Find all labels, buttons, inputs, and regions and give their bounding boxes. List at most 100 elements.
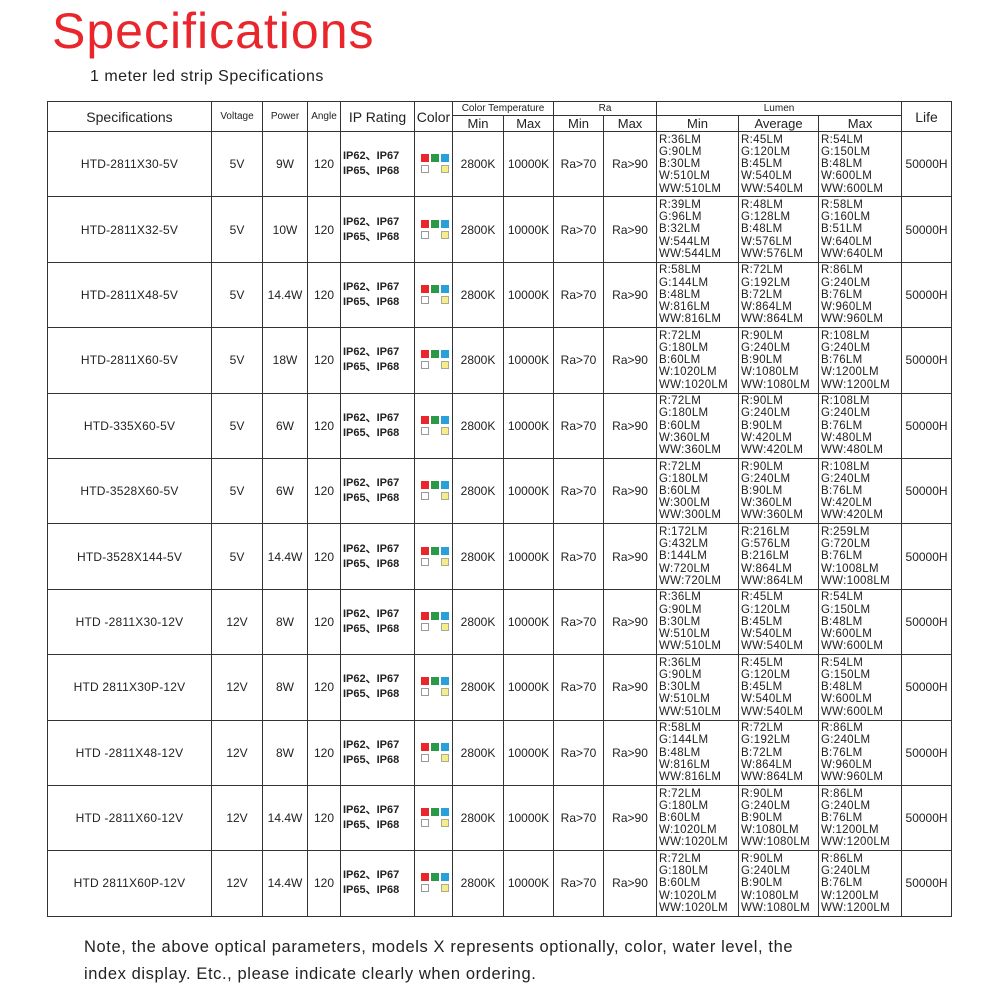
ip-line: IP65、IP68 xyxy=(343,230,400,243)
lumen-value: W:1020LM xyxy=(659,889,717,902)
green-swatch-icon xyxy=(431,742,439,751)
lumen-value: G:240LM xyxy=(821,799,871,812)
angle-cell: 120 xyxy=(307,196,341,263)
lumen-value: B:48LM xyxy=(821,615,863,628)
lumen-value: R:108LM xyxy=(821,329,870,342)
lumen-value: W:300LM xyxy=(659,497,711,510)
lumen-value: B:48LM xyxy=(821,158,863,171)
lumen-value: B:72LM xyxy=(741,746,783,759)
red-swatch-icon xyxy=(421,284,429,293)
ra-max-cell: Ra>90 xyxy=(603,457,658,525)
lumen-value: WW:1080LM xyxy=(741,836,810,849)
ip-line: IP62、IP67 xyxy=(343,150,400,163)
lumen-min-cell: R:36LM G:90LM B:30LM W:510LM WW:510LM xyxy=(656,130,740,198)
red-swatch-icon xyxy=(421,415,429,424)
lumen-value: R:90LM xyxy=(741,395,784,408)
lumen-value: B:48LM xyxy=(821,681,863,694)
white-swatch-icon xyxy=(421,622,429,631)
white-swatch-icon xyxy=(421,165,429,174)
ra-min-cell: Ra>70 xyxy=(553,392,605,459)
ip-line: IP65、IP68 xyxy=(343,884,400,897)
lumen-value: R:72LM xyxy=(659,787,702,800)
lumen-value: G:144LM xyxy=(659,734,709,747)
lumen-value: WW:1080LM xyxy=(741,901,810,914)
ra-min-cell: Ra>70 xyxy=(553,523,605,590)
ra-max-cell: Ra>90 xyxy=(603,850,658,917)
lumen-value: W:1080LM xyxy=(741,366,799,379)
lumen-value: R:54LM xyxy=(821,133,864,146)
ct-min-cell: 2800K xyxy=(452,261,504,329)
lumen-value: W:720LM xyxy=(659,562,711,575)
header-ra: Ra xyxy=(553,101,658,116)
lumen-value: R:45LM xyxy=(741,656,784,669)
color-cell xyxy=(414,327,453,394)
power-cell: 14.4W xyxy=(262,784,308,852)
red-swatch-icon xyxy=(421,154,429,163)
lumen-value: B:51LM xyxy=(821,223,863,236)
lumen-value: R:90LM xyxy=(741,787,784,800)
lumen-value: R:54LM xyxy=(821,656,864,669)
lumen-max-cell: R:86LM G:240LM B:76LM W:1200LM WW:1200LM xyxy=(818,850,903,917)
angle-cell: 120 xyxy=(307,457,341,525)
green-swatch-icon xyxy=(431,873,439,882)
lumen-value: B:90LM xyxy=(741,812,783,824)
header-lumen-max: Max xyxy=(818,115,903,132)
lumen-value: B:76LM xyxy=(821,877,863,890)
header-ip-rating: IP Rating xyxy=(340,101,415,132)
warm-white-swatch-icon xyxy=(441,753,449,762)
lumen-value: R:172LM xyxy=(659,526,708,539)
lumen-value: B:45LM xyxy=(741,681,783,694)
ip-line: IP65、IP68 xyxy=(343,361,400,374)
angle-cell: 120 xyxy=(307,654,341,721)
ip-line: IP62、IP67 xyxy=(343,738,400,751)
lumen-value: B:30LM xyxy=(659,615,701,628)
life-cell: 50000H xyxy=(901,850,953,917)
ip-line: IP65、IP68 xyxy=(343,557,400,570)
lumen-min-cell: R:58LM G:144LM B:48LM W:816LM WW:816LM xyxy=(656,261,740,329)
voltage-cell: 5V xyxy=(211,327,263,394)
lumen-value: R:72LM xyxy=(659,852,702,865)
life-cell: 50000H xyxy=(901,784,953,852)
lumen-value: W:540LM xyxy=(741,170,793,183)
life-cell: 50000H xyxy=(901,523,953,590)
ip-rating-cell: IP62、IP67 IP65、IP68 xyxy=(340,719,415,786)
angle-cell: 120 xyxy=(307,392,341,459)
lumen-value: R:90LM xyxy=(741,329,784,342)
note-line: Note, the above optical parameters, mode… xyxy=(84,938,794,956)
lumen-value: W:1008LM xyxy=(821,562,879,575)
blue-swatch-icon xyxy=(441,284,449,293)
ct-max-cell: 10000K xyxy=(502,523,555,590)
ra-min-cell: Ra>70 xyxy=(553,327,605,394)
ip-line: IP62、IP67 xyxy=(343,346,400,359)
lumen-value: WW:720LM xyxy=(659,574,722,587)
lumen-value: R:216LM xyxy=(741,526,790,539)
lumen-min-cell: R:72LM G:180LM B:60LM W:300LM WW:300LM xyxy=(656,457,740,525)
green-swatch-icon xyxy=(431,481,439,490)
lumen-min-cell: R:36LM G:90LM B:30LM W:510LM WW:510LM xyxy=(656,654,740,721)
lumen-value: W:960LM xyxy=(821,758,873,771)
lumen-value: WW:960LM xyxy=(821,313,884,326)
lumen-value: G:128LM xyxy=(741,211,791,224)
ra-min-cell: Ra>70 xyxy=(553,130,605,198)
lumen-value: B:48LM xyxy=(659,288,701,301)
lumen-value: W:864LM xyxy=(741,562,793,575)
angle-cell: 120 xyxy=(307,327,341,394)
power-cell: 8W xyxy=(262,654,308,721)
lumen-value: G:240LM xyxy=(741,472,791,485)
lumen-value: R:39LM xyxy=(659,199,702,212)
lumen-value: G:240LM xyxy=(821,865,871,878)
lumen-value: R:86LM xyxy=(821,264,864,277)
ip-line: IP65、IP68 xyxy=(343,295,400,308)
lumen-max-cell: R:58LM G:160LM B:51LM W:640LM WW:640LM xyxy=(818,196,903,263)
lumen-value: WW:510LM xyxy=(659,182,722,195)
lumen-value: G:90LM xyxy=(659,145,702,158)
lumen-value: WW:360LM xyxy=(741,509,804,522)
blue-swatch-icon xyxy=(441,873,449,882)
lumen-value: WW:640LM xyxy=(821,247,884,260)
life-cell: 50000H xyxy=(901,130,953,198)
red-swatch-icon xyxy=(421,808,429,817)
ra-min-cell: Ra>70 xyxy=(553,196,605,263)
red-swatch-icon xyxy=(421,611,429,620)
color-cell xyxy=(414,588,453,656)
lumen-value: W:510LM xyxy=(659,170,711,183)
